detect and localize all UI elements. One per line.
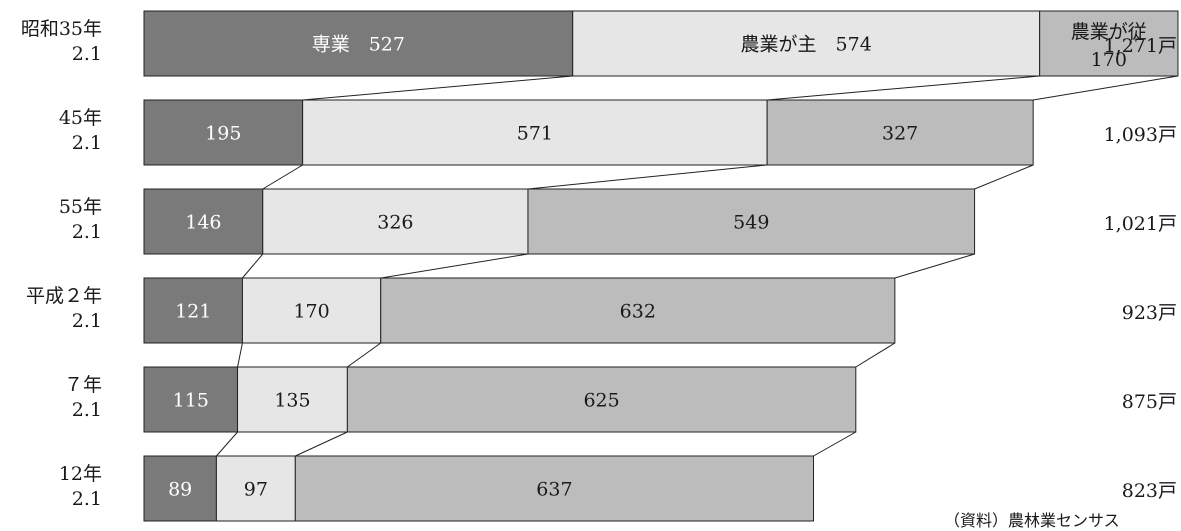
connector-line [347, 342, 382, 368]
data-label: 326 [377, 212, 413, 234]
data-label: 549 [733, 212, 769, 234]
connector-line [855, 342, 896, 368]
bar-segment-2 [215, 455, 296, 522]
data-label: 195 [205, 123, 241, 145]
connector-line [242, 253, 264, 279]
row-total: 923戸 [1121, 302, 1177, 324]
connector-line [262, 164, 303, 190]
bar-segment-1 [143, 366, 239, 433]
bar-segment-3 [1039, 10, 1179, 77]
bar-segment-2 [302, 99, 768, 166]
row-label-date: 2.1 [71, 399, 102, 421]
row-label: 12年 2.1 [2, 462, 102, 512]
row-label-period: 昭和35年 [20, 18, 102, 40]
data-label: 89 [168, 479, 192, 501]
row-label-period: 45年 [58, 107, 102, 129]
row-label-date: 2.1 [71, 221, 102, 243]
row-label-date: 2.1 [71, 132, 102, 154]
bar-segment-1 [143, 99, 304, 166]
row-total: 1,021戸 [1103, 213, 1177, 235]
row-label-date: 2.1 [71, 488, 102, 510]
row-label-date: 2.1 [71, 43, 102, 65]
bar-segment-3 [294, 455, 815, 522]
data-label: 農業が従 [1071, 21, 1147, 43]
data-label: 637 [536, 479, 572, 501]
row-total: 1,093戸 [1103, 124, 1177, 146]
data-label: 135 [274, 390, 310, 412]
data-label: 農業が主 574 [741, 34, 872, 56]
bar-segment-1 [143, 188, 264, 255]
row-label: 45年 2.1 [2, 106, 102, 156]
connector-line [813, 431, 857, 457]
bar-segment-3 [527, 188, 976, 255]
bar-segment-2 [572, 10, 1041, 77]
bar-segment-2 [241, 277, 382, 344]
data-label: 専業 527 [312, 34, 405, 56]
row-label-period: 12年 [58, 463, 102, 485]
data-label: 571 [517, 123, 553, 145]
row-label: 昭和35年 2.1 [2, 17, 102, 67]
row-total: 823戸 [1121, 480, 1177, 502]
data-label: 115 [173, 390, 209, 412]
bar-segment-3 [766, 99, 1034, 166]
data-label: 632 [620, 301, 656, 323]
connector-line [237, 342, 243, 368]
data-label: 146 [185, 212, 221, 234]
bar-segment-3 [346, 366, 857, 433]
bar-segment-3 [380, 277, 896, 344]
bar-segment-2 [237, 366, 348, 433]
bar-segment-2 [262, 188, 529, 255]
connector-line [302, 75, 573, 101]
data-label: 121 [175, 301, 211, 323]
row-label-period: ７年 [63, 374, 102, 396]
connector-line [894, 253, 975, 279]
row-label-period: 平成２年 [25, 285, 102, 307]
connector-line [295, 431, 348, 457]
row-label-date: 2.1 [71, 310, 102, 332]
data-label: 97 [244, 479, 268, 501]
connector-line [216, 431, 238, 457]
row-label: 55年 2.1 [2, 195, 102, 245]
connector-line [974, 164, 1034, 190]
connector-line [527, 164, 768, 190]
row-label: ７年 2.1 [2, 373, 102, 423]
data-label: 327 [882, 123, 918, 145]
row-total: 1,271戸 [1103, 35, 1177, 57]
source-note: （資料）農林業センサス [944, 511, 1120, 530]
bar-segment-1 [143, 10, 574, 77]
connector-line [380, 253, 529, 279]
connector-line [767, 75, 1040, 101]
data-label: 625 [583, 390, 619, 412]
data-label: 170 [1091, 49, 1127, 71]
row-total: 875戸 [1121, 391, 1177, 413]
row-label-period: 55年 [58, 196, 102, 218]
row-label: 平成２年 2.1 [2, 284, 102, 334]
connector-line [1033, 75, 1179, 101]
data-label: 170 [293, 301, 329, 323]
bar-segment-1 [143, 455, 217, 522]
